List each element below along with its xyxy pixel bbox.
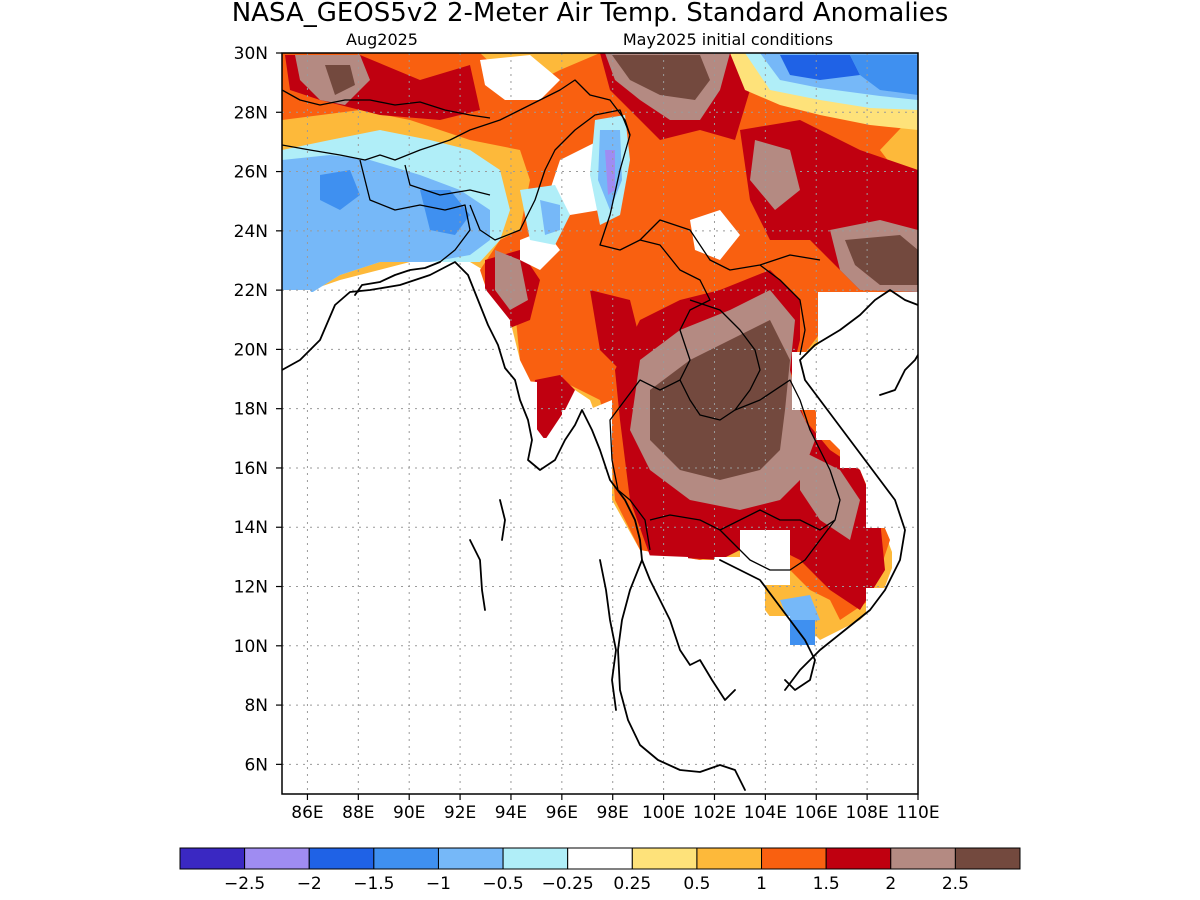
colorbar-label: −2 (297, 874, 322, 894)
longitude-label: 106E (795, 803, 838, 823)
colorbar-swatch (890, 847, 956, 870)
latitude-labels: 30N 28N 26N 24N 22N 20N 18N 16N 14N 12N 10N 8N 6N (234, 44, 268, 775)
longitude-label: 102E (693, 803, 736, 823)
longitude-label: 104E (744, 803, 787, 823)
colorbar-labels: −2.5 −2 −1.5 −1 −0.5 −0.25 0.25 0.5 1 1.5 2 2.5 (224, 874, 969, 894)
colorbar-label: −1 (426, 874, 451, 894)
latitude-label: 16N (234, 459, 268, 479)
colorbar-swatch (437, 847, 504, 870)
initial-conditions-label: May2025 initial conditions (623, 30, 833, 49)
latitude-label: 10N (234, 637, 268, 657)
latitude-label: 24N (234, 222, 268, 242)
colorbar-swatch (244, 847, 310, 870)
latitude-label: 6N (244, 755, 268, 775)
colorbar-swatch (373, 847, 439, 870)
anomaly-field (282, 53, 918, 794)
colorbar-swatch (502, 847, 569, 870)
latitude-label: 8N (244, 696, 268, 716)
longitude-label: 110E (896, 803, 939, 823)
longitude-label: 88E (342, 803, 374, 823)
colorbar-label: −1.5 (353, 874, 394, 894)
latitude-label: 20N (234, 340, 268, 360)
latitude-label: 12N (234, 578, 268, 598)
longitude-labels: 86E 88E 90E 92E 94E 96E 98E 100E 102E 104E 106E 108… (291, 803, 939, 823)
figure-title: NASA_GEOS5v2 2-Meter Air Temp. Standard … (232, 0, 949, 28)
valid-month-label: Aug2025 (346, 30, 418, 49)
latitude-label: 26N (234, 163, 268, 183)
country-borders (282, 79, 841, 571)
latitude-label: 14N (234, 518, 268, 538)
colorbar-label: 2 (885, 874, 896, 894)
longitude-label: 96E (546, 803, 578, 823)
coastlines (282, 261, 918, 791)
colorbar-swatch (825, 847, 892, 870)
colorbar-label: 0.5 (683, 874, 710, 894)
colorbar-swatch (761, 847, 827, 870)
colorbar-swatch (567, 847, 633, 870)
latitude-label: 22N (234, 281, 268, 301)
map-frame (281, 52, 919, 795)
colorbar-swatch (308, 847, 375, 870)
colorbar (179, 847, 1021, 870)
colorbar-swatch (179, 847, 246, 870)
longitude-label: 92E (444, 803, 476, 823)
longitude-label: 94E (495, 803, 527, 823)
colorbar-label: −0.5 (482, 874, 523, 894)
colorbar-label: 2.5 (942, 874, 969, 894)
colorbar-swatch (954, 847, 1021, 870)
latitude-label: 28N (234, 103, 268, 123)
colorbar-label: 1 (756, 874, 767, 894)
colorbar-label: 1.5 (813, 874, 840, 894)
colorbar-label: 0.25 (613, 874, 651, 894)
colorbar-swatch (696, 847, 763, 870)
latitude-label: 18N (234, 400, 268, 420)
colorbar-label: −0.25 (542, 874, 594, 894)
longitude-label: 90E (393, 803, 425, 823)
colorbar-swatch (631, 847, 698, 870)
longitude-label: 100E (642, 803, 685, 823)
colorbar-label: −2.5 (224, 874, 265, 894)
longitude-label: 86E (291, 803, 323, 823)
graticule (276, 52, 919, 800)
longitude-label: 98E (597, 803, 629, 823)
latitude-label: 30N (234, 44, 268, 64)
longitude-label: 108E (846, 803, 889, 823)
